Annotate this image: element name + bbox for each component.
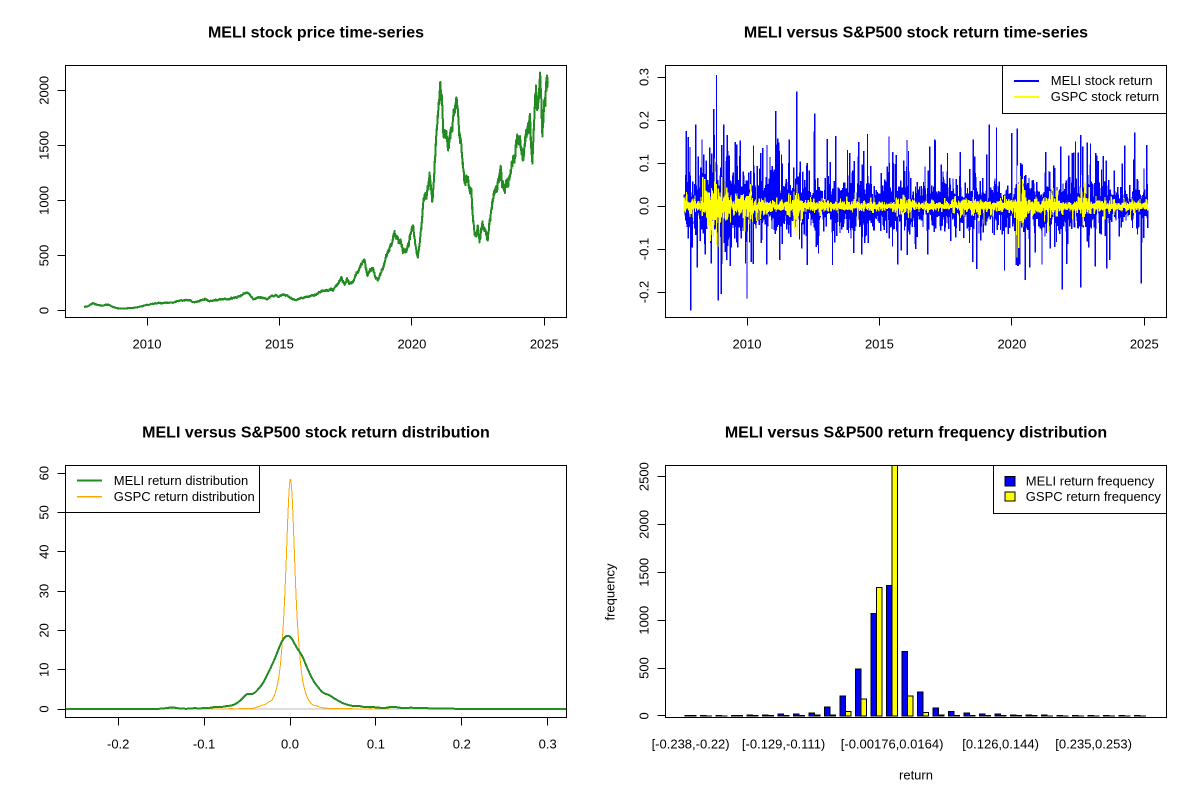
svg-text:0.2: 0.2 [637,111,652,129]
svg-text:500: 500 [37,245,52,267]
svg-text:2000: 2000 [637,510,652,539]
svg-text:0.0: 0.0 [637,197,652,215]
svg-text:MELI versus S&P500 return freq: MELI versus S&P500 return frequency dist… [725,425,1107,442]
svg-text:MELI return frequency: MELI return frequency [1026,474,1155,489]
svg-text:2000: 2000 [37,76,52,105]
svg-text:[-0.238,-0.22): [-0.238,-0.22) [652,736,730,751]
svg-text:2025: 2025 [1130,336,1159,351]
svg-text:MELI stock price time-series: MELI stock price time-series [208,25,424,42]
svg-text:0.1: 0.1 [367,736,385,751]
svg-text:1000: 1000 [37,186,52,215]
svg-text:0.0: 0.0 [281,736,299,751]
svg-text:2010: 2010 [133,336,162,351]
svg-text:MELI stock return: MELI stock return [1051,73,1153,88]
svg-text:1500: 1500 [37,131,52,160]
svg-text:2500: 2500 [637,462,652,491]
svg-text:1000: 1000 [637,606,652,635]
svg-text:0: 0 [37,705,52,712]
svg-text:2020: 2020 [997,336,1026,351]
svg-text:GSPC return distribution: GSPC return distribution [114,489,255,504]
svg-text:0.3: 0.3 [637,68,652,86]
svg-text:frequency: frequency [603,563,618,621]
svg-text:2015: 2015 [865,336,894,351]
svg-text:10: 10 [37,662,52,676]
svg-text:[-0.129,-0.111): [-0.129,-0.111) [742,736,825,751]
svg-text:-0.1: -0.1 [637,238,652,260]
svg-text:-0.2: -0.2 [107,736,129,751]
svg-text:-0.1: -0.1 [193,736,215,751]
svg-text:20: 20 [37,623,52,637]
svg-text:[-0.00176,0.0164): [-0.00176,0.0164) [841,736,944,751]
svg-text:2015: 2015 [265,336,294,351]
svg-text:0.2: 0.2 [453,736,471,751]
svg-text:2025: 2025 [530,336,559,351]
svg-text:-0.2: -0.2 [637,281,652,303]
svg-text:0.3: 0.3 [539,736,557,751]
svg-text:0: 0 [37,307,52,314]
svg-text:30: 30 [37,584,52,598]
svg-text:0.1: 0.1 [637,154,652,172]
svg-text:return: return [899,768,933,783]
svg-text:GSPC stock return: GSPC stock return [1051,89,1159,104]
svg-text:[0.126,0.144): [0.126,0.144) [962,736,1039,751]
svg-text:MELI versus S&P500 stock retur: MELI versus S&P500 stock return time-ser… [744,25,1088,42]
svg-text:2010: 2010 [733,336,762,351]
svg-text:40: 40 [37,544,52,558]
svg-text:60: 60 [37,466,52,480]
svg-text:GSPC return frequency: GSPC return frequency [1026,489,1162,504]
svg-text:500: 500 [637,657,652,679]
svg-text:MELI return distribution: MELI return distribution [114,473,248,488]
svg-text:0: 0 [637,712,652,719]
svg-text:MELI versus S&P500 stock retur: MELI versus S&P500 stock return distribu… [142,425,490,442]
svg-text:[0.235,0.253): [0.235,0.253) [1055,736,1132,751]
svg-text:2020: 2020 [397,336,426,351]
svg-text:50: 50 [37,505,52,519]
svg-text:1500: 1500 [637,558,652,587]
